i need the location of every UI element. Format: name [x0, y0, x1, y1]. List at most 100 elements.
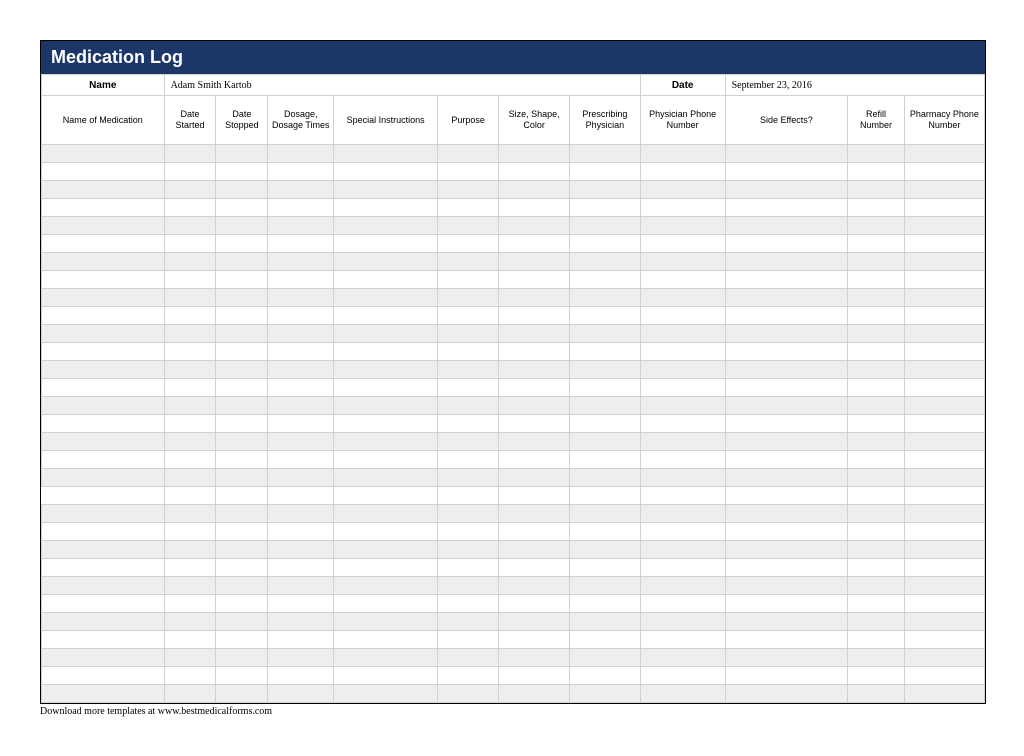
table-cell[interactable] — [499, 595, 570, 613]
table-cell[interactable] — [216, 631, 268, 649]
table-cell[interactable] — [164, 613, 216, 631]
table-cell[interactable] — [268, 613, 334, 631]
table-cell[interactable] — [334, 289, 438, 307]
table-cell[interactable] — [904, 217, 984, 235]
table-cell[interactable] — [164, 631, 216, 649]
table-cell[interactable] — [438, 433, 499, 451]
table-cell[interactable] — [640, 433, 725, 451]
table-cell[interactable] — [216, 379, 268, 397]
table-cell[interactable] — [216, 199, 268, 217]
table-cell[interactable] — [216, 307, 268, 325]
table-cell[interactable] — [499, 397, 570, 415]
table-cell[interactable] — [268, 541, 334, 559]
table-cell[interactable] — [725, 325, 848, 343]
table-cell[interactable] — [268, 523, 334, 541]
table-cell[interactable] — [216, 469, 268, 487]
table-cell[interactable] — [848, 685, 905, 703]
table-cell[interactable] — [216, 235, 268, 253]
table-cell[interactable] — [848, 343, 905, 361]
table-cell[interactable] — [725, 361, 848, 379]
table-cell[interactable] — [216, 595, 268, 613]
table-cell[interactable] — [904, 559, 984, 577]
table-cell[interactable] — [216, 451, 268, 469]
table-cell[interactable] — [725, 217, 848, 235]
table-cell[interactable] — [499, 523, 570, 541]
table-cell[interactable] — [904, 361, 984, 379]
table-cell[interactable] — [438, 685, 499, 703]
table-cell[interactable] — [216, 343, 268, 361]
table-cell[interactable] — [42, 181, 165, 199]
table-cell[interactable] — [216, 577, 268, 595]
table-cell[interactable] — [268, 631, 334, 649]
table-cell[interactable] — [268, 505, 334, 523]
table-cell[interactable] — [216, 397, 268, 415]
table-cell[interactable] — [42, 289, 165, 307]
table-cell[interactable] — [904, 505, 984, 523]
table-cell[interactable] — [334, 163, 438, 181]
table-cell[interactable] — [438, 361, 499, 379]
table-cell[interactable] — [725, 433, 848, 451]
table-cell[interactable] — [42, 397, 165, 415]
table-cell[interactable] — [438, 199, 499, 217]
table-cell[interactable] — [725, 253, 848, 271]
table-cell[interactable] — [164, 505, 216, 523]
table-cell[interactable] — [268, 253, 334, 271]
table-cell[interactable] — [848, 469, 905, 487]
table-cell[interactable] — [438, 379, 499, 397]
table-cell[interactable] — [334, 397, 438, 415]
table-cell[interactable] — [640, 685, 725, 703]
table-cell[interactable] — [904, 595, 984, 613]
table-cell[interactable] — [499, 667, 570, 685]
table-cell[interactable] — [334, 577, 438, 595]
table-cell[interactable] — [848, 253, 905, 271]
table-cell[interactable] — [42, 685, 165, 703]
table-cell[interactable] — [216, 289, 268, 307]
table-cell[interactable] — [640, 379, 725, 397]
table-cell[interactable] — [725, 289, 848, 307]
table-cell[interactable] — [848, 361, 905, 379]
table-cell[interactable] — [640, 613, 725, 631]
table-cell[interactable] — [570, 181, 641, 199]
table-cell[interactable] — [438, 667, 499, 685]
table-cell[interactable] — [42, 253, 165, 271]
table-cell[interactable] — [725, 559, 848, 577]
table-cell[interactable] — [904, 613, 984, 631]
table-cell[interactable] — [334, 613, 438, 631]
table-cell[interactable] — [42, 631, 165, 649]
table-cell[interactable] — [725, 541, 848, 559]
table-cell[interactable] — [499, 613, 570, 631]
table-cell[interactable] — [725, 271, 848, 289]
table-cell[interactable] — [42, 145, 165, 163]
table-cell[interactable] — [42, 595, 165, 613]
table-cell[interactable] — [164, 595, 216, 613]
table-cell[interactable] — [42, 541, 165, 559]
table-cell[interactable] — [640, 343, 725, 361]
table-cell[interactable] — [570, 667, 641, 685]
table-cell[interactable] — [164, 577, 216, 595]
table-cell[interactable] — [904, 145, 984, 163]
table-cell[interactable] — [640, 505, 725, 523]
table-cell[interactable] — [499, 163, 570, 181]
table-cell[interactable] — [216, 559, 268, 577]
table-cell[interactable] — [570, 307, 641, 325]
table-cell[interactable] — [499, 199, 570, 217]
table-cell[interactable] — [499, 541, 570, 559]
table-cell[interactable] — [499, 469, 570, 487]
table-cell[interactable] — [904, 577, 984, 595]
table-cell[interactable] — [570, 649, 641, 667]
table-cell[interactable] — [334, 685, 438, 703]
table-cell[interactable] — [334, 505, 438, 523]
table-cell[interactable] — [216, 433, 268, 451]
table-cell[interactable] — [268, 451, 334, 469]
table-cell[interactable] — [42, 415, 165, 433]
table-cell[interactable] — [164, 235, 216, 253]
table-cell[interactable] — [499, 343, 570, 361]
table-cell[interactable] — [725, 667, 848, 685]
table-cell[interactable] — [848, 217, 905, 235]
table-cell[interactable] — [725, 145, 848, 163]
table-cell[interactable] — [216, 505, 268, 523]
table-cell[interactable] — [42, 451, 165, 469]
table-cell[interactable] — [164, 451, 216, 469]
table-cell[interactable] — [164, 397, 216, 415]
table-cell[interactable] — [334, 145, 438, 163]
